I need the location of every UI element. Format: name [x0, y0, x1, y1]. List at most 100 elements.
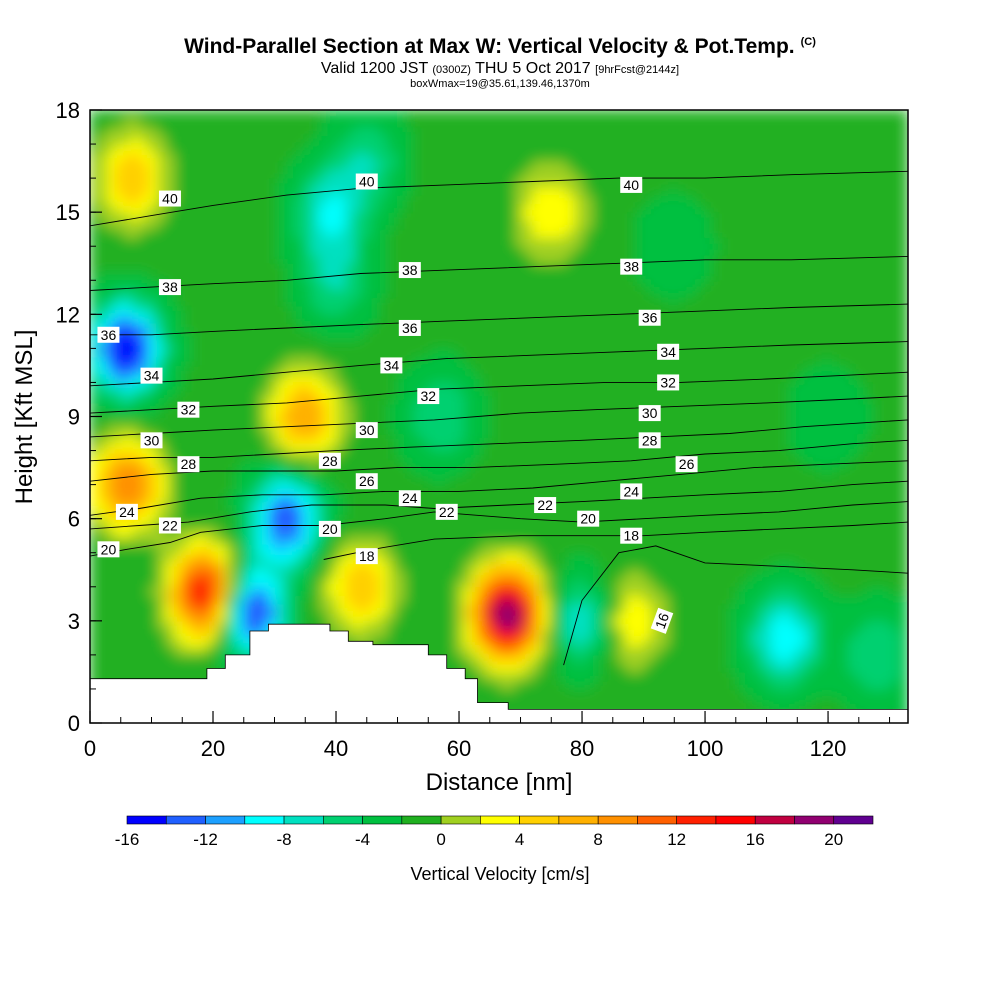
contour-label: 36	[398, 319, 421, 336]
contour-label: 22	[534, 497, 557, 514]
contour-label-text: 28	[181, 456, 197, 472]
contour-label: 28	[318, 452, 341, 469]
contour-label: 40	[620, 176, 643, 193]
contour-label-text: 22	[439, 504, 455, 520]
colorbar-tick-label: -4	[355, 830, 370, 849]
x-tick-label: 100	[687, 736, 724, 761]
isentrope-20	[90, 501, 908, 557]
contour-label-text: 20	[322, 521, 338, 537]
valid-date: THU 5 Oct 2017	[475, 60, 591, 77]
colorbar-swatch	[637, 815, 677, 825]
contour-label: 36	[638, 309, 661, 326]
valid-time-utc: (0300Z)	[432, 64, 471, 76]
contour-label-text: 22	[162, 517, 178, 533]
y-tick-label: 6	[68, 507, 80, 532]
contour-label: 22	[435, 504, 458, 520]
isentrope-16	[563, 545, 908, 666]
box-max-info: boxWmax=19@35.61,139.46,1370m	[410, 78, 590, 90]
isentrope-22	[90, 480, 908, 530]
contour-label-text: 34	[384, 357, 400, 373]
colorbar-tick-label: 4	[515, 830, 524, 849]
contour-label-text: 34	[660, 344, 676, 360]
x-tick-label: 0	[84, 736, 96, 761]
contour-label: 22	[158, 517, 181, 534]
isentrope-18	[323, 521, 908, 560]
contour-label-text: 22	[537, 497, 553, 513]
contour-label: 20	[318, 520, 341, 537]
contour-label-text: 30	[144, 432, 160, 448]
isentrope-40	[90, 170, 908, 227]
contour-label: 36	[97, 326, 120, 343]
colorbar-swatch	[480, 815, 520, 825]
contour-label-text: 26	[679, 456, 695, 472]
colorbar-tick-label: 0	[436, 830, 445, 849]
contour-label: 38	[158, 279, 181, 296]
contour-label: 40	[158, 190, 181, 207]
contour-label: 34	[380, 357, 403, 374]
contour-label-text: 24	[119, 504, 135, 520]
contour-label-text: 20	[580, 511, 596, 527]
contour-label-text: 18	[623, 528, 639, 544]
contour-label: 32	[177, 401, 200, 418]
colorbar-swatch	[597, 815, 638, 825]
contour-label-text: 24	[402, 490, 418, 506]
y-tick-label: 3	[68, 609, 80, 634]
colorbar-swatch	[794, 815, 835, 825]
colorbar-swatch	[165, 815, 206, 825]
colorbar-swatch	[440, 815, 481, 825]
terrain-mask	[89, 623, 909, 724]
y-tick-label: 12	[56, 302, 80, 327]
contour-label-text: 36	[642, 310, 658, 326]
contour-label-text: 30	[642, 405, 658, 421]
contour-label-text: 38	[162, 279, 178, 295]
contour-label-text: 32	[660, 374, 676, 390]
contour-label-text: 28	[322, 453, 338, 469]
x-tick-label: 20	[201, 736, 225, 761]
contour-label-text: 24	[623, 483, 639, 499]
isentrope-lines	[90, 170, 908, 666]
valid-time: Valid 1200 JST	[320, 60, 428, 77]
contour-label-text: 28	[642, 432, 658, 448]
colorbar-swatch	[715, 815, 756, 825]
chart-subtitle: Valid 1200 JST (0300Z) THU 5 Oct 2017 [9…	[0, 60, 1000, 78]
terrain	[89, 623, 909, 724]
contour-label-text: 16	[652, 611, 672, 631]
contour-label-text: 40	[162, 191, 178, 207]
contour-label-text: 34	[144, 368, 160, 384]
colorbar-swatch	[126, 815, 167, 825]
contour-label-text: 32	[181, 402, 197, 418]
contour-label: 30	[638, 405, 661, 422]
colorbar: -16 -12 -8 -4 0 4 8 12 16 20	[115, 815, 874, 849]
colorbar-swatch	[833, 815, 874, 825]
isentrope-32	[90, 371, 908, 414]
contour-label: 34	[140, 367, 163, 384]
colorbar-swatch	[519, 815, 560, 825]
x-tick-label: 60	[447, 736, 471, 761]
isentrope-28	[90, 419, 908, 462]
x-axis-label: Distance [nm]	[426, 769, 573, 796]
isentrope-26	[90, 439, 908, 482]
isentrope-36	[90, 303, 908, 336]
y-tick-label: 0	[68, 711, 80, 736]
contour-label: 20	[97, 541, 120, 558]
contour-label: 18	[620, 527, 643, 544]
contour-label: 26	[355, 473, 378, 490]
colorbar-swatch	[244, 815, 285, 825]
contour-label-text: 40	[623, 177, 639, 193]
contour-label: 18	[355, 548, 378, 565]
contour-label: 24	[620, 483, 643, 500]
copyright-mark: (C)	[800, 36, 816, 48]
colorbar-swatch	[558, 815, 599, 825]
contour-label-text: 36	[101, 327, 117, 343]
contour-label-text: 20	[101, 541, 117, 557]
contour-label-text: 32	[420, 388, 436, 404]
contour-label-text: 18	[359, 548, 375, 564]
x-tick-label: 80	[570, 736, 594, 761]
y-tick-label: 18	[56, 98, 80, 123]
isentrope-30	[90, 395, 908, 438]
contour-label: 32	[657, 374, 680, 391]
contour-label-text: 38	[623, 259, 639, 275]
